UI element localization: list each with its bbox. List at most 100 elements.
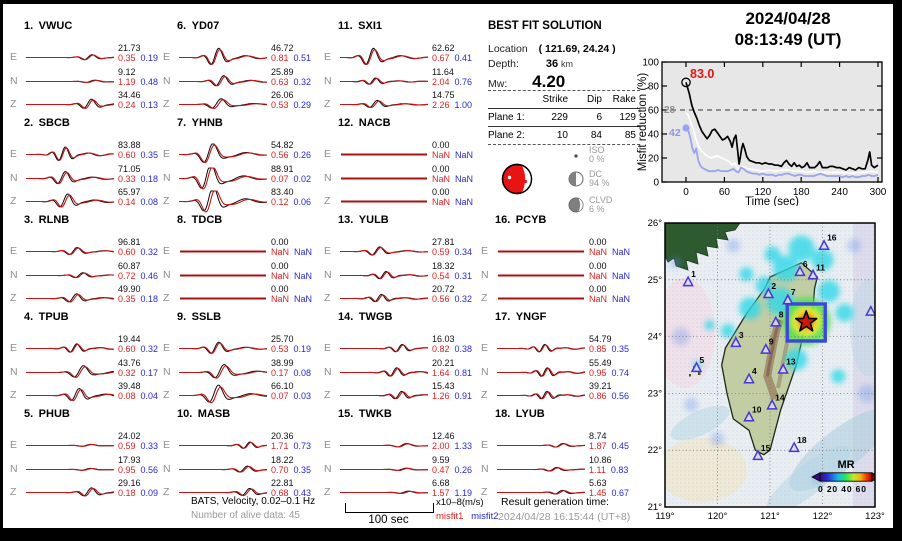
peak-amplitude: 22.81	[271, 478, 294, 488]
lon-tick-label: 119°	[656, 511, 675, 522]
peak-amplitude: 15.43	[432, 381, 455, 391]
station-title: 5. PHUB	[24, 408, 70, 420]
peak-amplitude: 83.88	[118, 140, 141, 150]
misfit2-value: 0.83	[610, 464, 629, 475]
waveform-plot	[26, 246, 114, 256]
waveform-plot	[26, 146, 114, 161]
svg-text:120: 120	[754, 187, 771, 198]
component-label: E	[163, 342, 171, 354]
t-axis-dot	[523, 179, 528, 184]
peak-amplitude: 0.00	[589, 284, 607, 294]
waveform-plot	[497, 466, 585, 472]
result-time-value: 2024/04/28 16:15:44 (UT+8)	[498, 511, 631, 523]
waveform-plot	[340, 443, 428, 448]
misfit1-value: 0.17	[271, 367, 289, 378]
misfit2-value: 1.33	[454, 441, 473, 451]
peak-amplitude: 5.63	[589, 478, 607, 488]
misfit2-value: 0.18	[140, 173, 159, 184]
misfit2-value: NaN	[294, 270, 313, 281]
peak-amplitude: 6.68	[432, 478, 450, 488]
waveform-row-TDCB-N: N 0.00 NaN NaN	[163, 261, 315, 287]
svg-text:60: 60	[648, 106, 660, 117]
station-SXI1: 11. SXI1 E 62.62 0.67 0.41 N 11.64 2.04 0.76 Z 14.…	[324, 20, 476, 116]
solution-title: BEST FIT SOLUTION	[488, 20, 602, 32]
station-number-label: 2	[771, 281, 776, 291]
lon-tick-label: 120°	[708, 511, 728, 522]
waveform-row-VWUC-Z: Z 34.46 0.24 0.13	[10, 90, 162, 116]
station-title: 13. YULB	[338, 214, 389, 226]
depth-row: Depth: 36 km	[488, 58, 573, 70]
waveform-plot	[340, 490, 428, 495]
misfit1-value: NaN	[432, 173, 451, 184]
waveform-row-TWKB-E: E 12.46 2.00 1.33	[324, 431, 476, 457]
component-label: E	[10, 439, 18, 451]
waveform-row-LYUB-Z: Z 5.63 1.45 0.67	[481, 478, 633, 504]
station-TPUB: 4. TPUB E 19.44 0.60 0.32 N 43.76 0.32 0.17 Z 39.4…	[10, 311, 162, 407]
waveform-row-YNGF-E: E 54.79 0.85 0.35	[481, 334, 633, 360]
waveform-plot	[179, 441, 267, 449]
component-label: Z	[324, 292, 331, 304]
station-marker-15	[752, 449, 764, 461]
component-label: E	[324, 51, 332, 63]
waveform-plot	[26, 170, 114, 184]
station-number-label: 9	[769, 337, 774, 347]
svg-text:40: 40	[648, 130, 660, 141]
misfit2-legend: misfit2	[471, 511, 499, 522]
best-fit-solution-panel: BEST FIT SOLUTION Location ( 121.69, 24.…	[488, 20, 656, 220]
misfit2-value: 0.09	[140, 488, 159, 498]
waveform-plot	[26, 271, 114, 278]
peak-amplitude: 54.79	[589, 334, 612, 344]
waveform-plot	[26, 387, 114, 402]
peak-amplitude: 11.64	[432, 66, 454, 77]
clvd-icon	[568, 197, 584, 213]
waveform-row-RLNB-N: N 60.87 0.72 0.46	[10, 261, 162, 287]
clvd-item: CLVD 6 %	[568, 194, 656, 216]
curve-final-misfit-reduction	[685, 82, 879, 171]
waveform-plot	[26, 364, 114, 378]
station-number-label: 11	[816, 262, 825, 272]
peak-amplitude: 0.00	[271, 284, 289, 294]
misfit2-value: 0.43	[293, 488, 312, 498]
event-time: 08:13:49 (UT)	[734, 30, 842, 49]
peak-amplitude: 0.00	[589, 260, 607, 271]
component-label: Z	[324, 98, 331, 110]
component-label: Z	[481, 389, 488, 401]
svg-text:0: 0	[683, 187, 689, 198]
svg-text:60: 60	[719, 187, 731, 198]
station-marker-14	[766, 398, 778, 410]
waveform-plot	[497, 489, 585, 495]
misfit1-value: 0.56	[432, 294, 450, 304]
epicenter-star	[795, 310, 818, 332]
station-title: 2. SBCB	[24, 117, 70, 129]
station-number-label: 18	[797, 435, 807, 445]
misfit2-value: 0.56	[140, 464, 159, 475]
station-number-label: 16	[827, 233, 837, 243]
misfit1-value: 0.85	[589, 344, 607, 354]
component-label: Z	[324, 389, 331, 401]
station-NACB: 12. NACB E 0.00 NaN NaN N 0.00 NaN NaN Z 0.00 NaN Na…	[324, 117, 476, 213]
svg-text:180: 180	[793, 187, 810, 198]
waveform-plot	[340, 99, 428, 109]
station-number-label: 7	[791, 287, 796, 297]
iso-item: ISO 0 %	[568, 144, 656, 166]
peak-amplitude: 14.75	[432, 90, 455, 100]
waveform-plot	[340, 270, 428, 279]
station-marker-2	[762, 287, 775, 299]
station-PHUB: 5. PHUB E 24.02 0.59 0.33 N 17.93 0.95 0.56 Z 29.1…	[10, 408, 162, 504]
station-title: 11. SXI1	[338, 20, 383, 32]
misfit2-value: 0.81	[454, 367, 473, 378]
peak-amplitude: 88.91	[271, 163, 294, 174]
waveform-row-MASB-Z: Z 22.81 0.68 0.43	[163, 478, 315, 504]
station-marker-16	[818, 239, 830, 250]
waveform-row-YD07-E: E 46.72 0.81 0.51	[163, 43, 315, 69]
misfit2-value: 0.46	[140, 270, 159, 281]
misfit2-value: 0.03	[293, 391, 312, 401]
station-marker-3	[730, 336, 742, 348]
svg-text:100: 100	[642, 58, 659, 69]
final-value-label: 83.0	[690, 67, 714, 81]
waveform-plot	[180, 297, 266, 300]
station-number-label: 13	[786, 357, 796, 367]
lon-tick-label: 121°	[760, 511, 780, 522]
waveform-row-PHUB-Z: Z 29.16 0.18 0.09	[10, 478, 162, 504]
